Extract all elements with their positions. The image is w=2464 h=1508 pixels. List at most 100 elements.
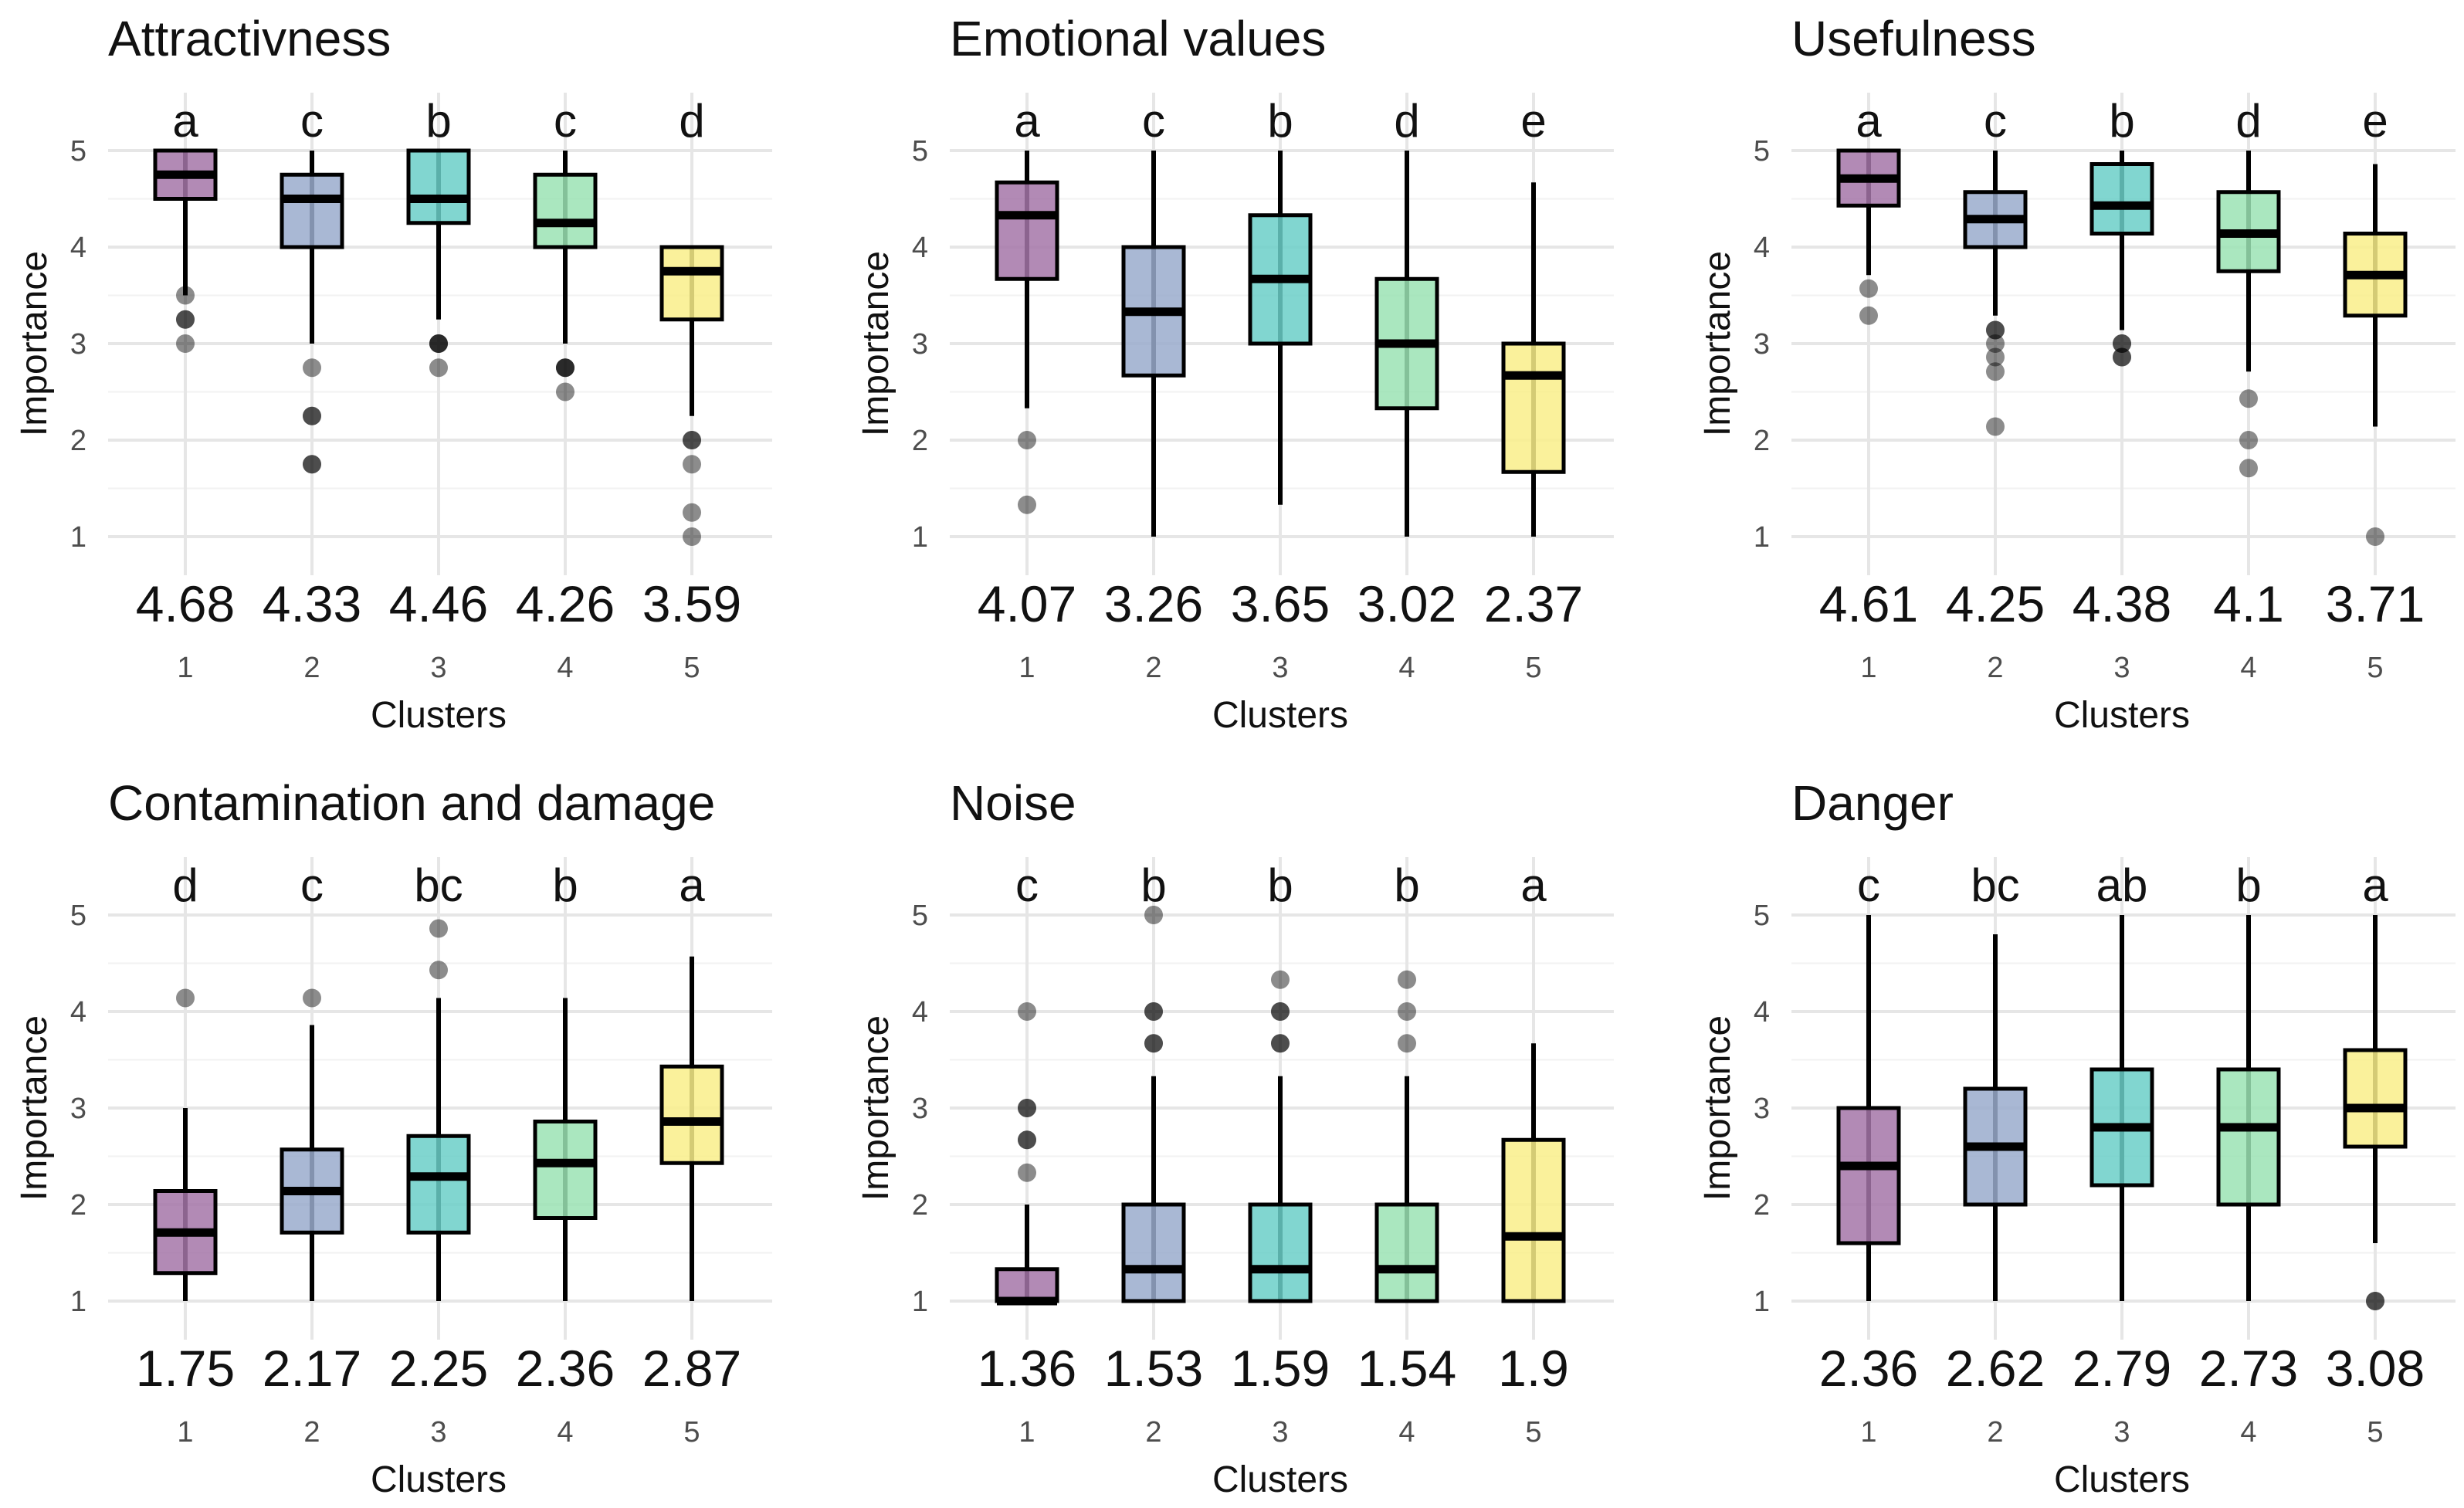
significance-letter: ab (2096, 859, 2148, 911)
x-tick-label: 5 (1525, 1416, 1541, 1449)
panel-title: Usefulness (1791, 11, 2036, 66)
outlier-point (1144, 1034, 1163, 1053)
outlier-point (176, 286, 195, 305)
y-tick-label: 3 (70, 328, 86, 361)
outlier-point (1144, 906, 1163, 924)
cluster-1-box (1836, 915, 1901, 1301)
significance-letter: bc (1971, 859, 2019, 911)
mean-label: 2.36 (516, 1340, 615, 1397)
cluster-4-box (533, 151, 598, 402)
mean-label: 4.61 (1819, 575, 1918, 632)
mean-label: 3.08 (2326, 1340, 2425, 1397)
outlier-point (683, 503, 701, 522)
mean-label: 3.59 (642, 575, 741, 632)
outlier-point (1271, 1034, 1290, 1053)
outlier-point (303, 406, 321, 425)
outlier-point (176, 310, 195, 329)
y-axis-title: Importance (1697, 251, 1738, 436)
outlier-point (556, 358, 574, 378)
mean-label: 4.25 (1946, 575, 2045, 632)
outlier-point (2239, 431, 2258, 449)
outlier-point (1018, 1130, 1036, 1150)
y-tick-label: 3 (912, 328, 928, 361)
y-tick-label: 4 (912, 996, 928, 1028)
y-axis-title: Importance (856, 251, 896, 436)
y-tick-label: 1 (1754, 1286, 1770, 1318)
outlier-point (2239, 389, 2258, 408)
mean-label: 1.54 (1357, 1340, 1456, 1397)
y-tick-label: 4 (1754, 232, 1770, 264)
x-tick-label: 3 (2113, 652, 2130, 684)
outlier-point (1859, 279, 1878, 298)
y-tick-label: 5 (70, 900, 86, 932)
significance-letter: c (1984, 95, 2007, 147)
outlier-point (1018, 431, 1036, 449)
x-tick-label: 4 (557, 1416, 573, 1449)
outlier-point (683, 455, 701, 474)
outlier-point (429, 358, 448, 378)
mean-label: 2.25 (389, 1340, 488, 1397)
outlier-point (1398, 1034, 1416, 1053)
y-tick-label: 2 (912, 425, 928, 457)
y-tick-label: 1 (1754, 521, 1770, 554)
cluster-3-box (2089, 151, 2154, 367)
mean-label: 3.65 (1231, 575, 1330, 632)
outlier-point (683, 527, 701, 546)
mean-label: 2.87 (642, 1340, 741, 1397)
y-tick-label: 5 (1754, 900, 1770, 932)
x-tick-label: 2 (303, 1416, 320, 1449)
x-tick-label: 4 (2240, 1416, 2256, 1449)
panel-4: Contamination and damage 1 2 3 4 5 Importance d… (14, 775, 772, 1500)
y-tick-label: 3 (1754, 328, 1770, 361)
outlier-point (2113, 334, 2131, 353)
mean-label: 4.33 (263, 575, 361, 632)
x-tick-label: 5 (2367, 1416, 2383, 1449)
mean-label: 2.36 (1819, 1340, 1918, 1397)
outlier-point (1018, 1163, 1036, 1182)
x-tick-label: 5 (683, 652, 700, 684)
cluster-4-box (1374, 151, 1439, 537)
iqr-box (1501, 341, 1566, 474)
x-tick-label: 3 (2113, 1416, 2130, 1449)
mean-label: 4.1 (2213, 575, 2284, 632)
outlier-point (1398, 970, 1416, 989)
outlier-point (1986, 417, 2005, 436)
significance-letter: c (1142, 95, 1165, 147)
x-tick-label: 4 (2240, 652, 2256, 684)
iqr-box (1121, 1202, 1186, 1303)
mean-label: 4.38 (2073, 575, 2171, 632)
panel-5: Noise 1 2 3 4 5 Importance c b b b a 1.36 1.53 1.59 1.5… (856, 775, 1614, 1500)
significance-letter: c (300, 95, 324, 147)
panel-1: Attractivness 1 2 3 4 5 Importance a c b c d 4.68 4.3… (14, 11, 772, 736)
outlier-point (1018, 1130, 1036, 1150)
y-tick-label: 3 (70, 1093, 86, 1125)
significance-letter: c (300, 859, 324, 911)
significance-letter: bc (414, 859, 463, 911)
outlier-point (429, 919, 448, 938)
significance-letter: b (425, 95, 451, 147)
x-tick-label: 3 (430, 652, 446, 684)
outlier-point (2366, 527, 2384, 546)
outlier-point (176, 310, 195, 329)
x-tick-label: 2 (1145, 1416, 1161, 1449)
panel-title: Contamination and damage (108, 775, 715, 831)
cluster-5-box (659, 956, 724, 1301)
cluster-5-box (659, 245, 724, 546)
cluster-5-box (1501, 182, 1566, 537)
mean-label: 1.59 (1231, 1340, 1330, 1397)
significance-letter: b (1140, 859, 1166, 911)
outlier-point (429, 334, 448, 353)
outlier-point (1271, 1002, 1290, 1021)
outlier-point (683, 431, 701, 449)
y-tick-label: 3 (1754, 1093, 1770, 1125)
y-tick-label: 4 (1754, 996, 1770, 1028)
cluster-2-box (280, 151, 344, 474)
y-axis-title: Importance (856, 1015, 896, 1201)
x-tick-label: 3 (1272, 1416, 1288, 1449)
outlier-point (1144, 1034, 1163, 1053)
outlier-point (303, 358, 321, 378)
y-tick-label: 5 (1754, 135, 1770, 168)
outlier-point (2113, 347, 2131, 367)
cluster-2-box (280, 988, 344, 1301)
cluster-3-box (1248, 151, 1313, 505)
